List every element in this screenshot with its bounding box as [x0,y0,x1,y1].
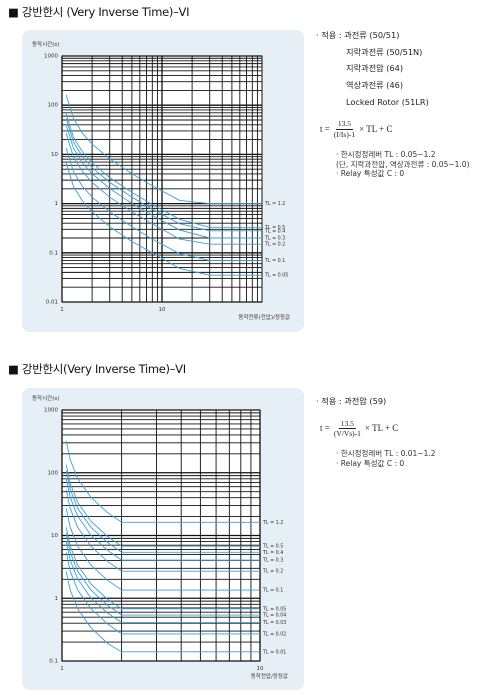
curve [65,489,260,572]
apply-item: Locked Rotor (51LR) [346,96,429,107]
curve [65,94,262,205]
y-tick-label: 10 [51,533,58,539]
section-title: ■ 강반한시 (Very Inverse Time)–VI [8,5,190,19]
curve-label: TL = 0.5 [262,544,283,550]
numerator: 13.5 [338,418,356,430]
title-text: 강반한시(Very Inverse Time)–VI [21,362,186,376]
apply-item: 지락과전압 (64) [346,63,404,74]
apply-text: · 적용 : 과전압 (59) [316,396,387,406]
x-axis-label: 동작전류(전압)/정정값 [238,313,290,321]
y-tick-label: 100 [48,470,59,476]
y-tick-label: 1 [55,596,59,602]
curve-label: TL = 0.2 [262,569,283,575]
x-tick-label: 10 [257,666,264,672]
curve [65,118,262,232]
y-tick-label: 0.1 [49,659,58,665]
curve [65,113,262,228]
curve-label: TL = 0.01 [262,649,286,655]
title-text: 강반한시 (Very Inverse Time)–VI [21,5,190,19]
curve-label: TL = 0.4 [262,550,283,556]
x-tick-label: 1 [60,307,64,313]
curve-label: TL = 1.2 [264,201,285,207]
notes: · 적용 : 과전압 (59) t = 13.5 (V/Vs)-1 × TL + C · … [316,396,436,469]
formula-lhs: t = [320,423,330,434]
curve [65,147,262,261]
curve-label: TL = 1.2 [262,520,283,526]
y-axis-label: 동작시간(s) [32,394,59,402]
curve [65,133,262,245]
y-tick-label: 0.01 [46,300,58,306]
curve-label: TL = 0.04 [262,613,286,619]
curve-label: TL = 0.1 [262,588,283,594]
curve [65,541,260,623]
curve [65,527,260,610]
curve-label: TL = 0.03 [262,620,286,626]
numerator: 13.5 [335,119,354,131]
y-tick-label: 100 [48,103,59,109]
fraction: 13.5 (I/Is)-1 [334,119,355,140]
curve-label: TL = 0.05 [264,273,288,279]
curve [65,552,260,635]
formula: t = 13.5 (V/Vs)-1 × TL + C [320,419,436,440]
note-item: · Relay 특성값 C : 0 [336,169,405,179]
denominator: (V/Vs)-1 [333,429,361,439]
curve [65,124,262,239]
formula-rhs: × TL + C [359,123,393,134]
curve-label: TL = 0.3 [264,235,285,241]
note-item: (단, 지락과전압, 역상과전류 : 0.05~1.0) [336,159,470,169]
curve-label: TL = 0.1 [264,258,285,264]
y-axis-label: 동작시간(s) [32,40,59,48]
y-tick-label: 1000 [44,54,58,60]
curve-label: TL = 0.02 [262,631,286,637]
curve-label: TL = 0.2 [264,242,285,248]
apply-item: 지락과전류 (50/51N) [346,46,423,57]
curve [65,464,260,547]
formula: t = 13.5 (I/Is)-1 × TL + C [320,119,470,140]
x-tick-label: 1 [60,666,64,672]
curve-label: TL = 0.05 [262,606,286,612]
curve [65,470,260,553]
y-tick-label: 1 [55,201,59,207]
notes: · 적용 : 과전류 (50/51) 지락과전류 (50/51N) 지락과전압 (6… [316,30,470,179]
denominator: (I/Is)-1 [333,130,356,140]
note-item: · 한시정정레버 TL : 0.01~1.2 [336,449,436,459]
y-tick-label: 1000 [44,408,58,414]
curve [65,533,260,616]
fraction: 13.5 (V/Vs)-1 [334,419,361,440]
curve [65,162,262,276]
apply-item: 역상과전류 (46) [346,79,404,90]
curve [65,440,260,523]
curve [65,508,260,591]
x-axis-label: 동작전압/정정값 [251,672,288,680]
plot-frame [61,409,261,662]
note-item: · Relay 특성값 C : 0 [336,458,405,468]
y-tick-label: 0.1 [49,250,58,256]
section-title: ■ 강반한시(Very Inverse Time)–VI [8,362,186,376]
curve [65,478,260,561]
curve-label: TL = 0.4 [264,228,285,234]
formula-lhs: t = [320,123,330,134]
curve [65,571,260,653]
note-item: · 한시정정레버 TL : 0.05~1.2 [336,149,436,159]
x-tick-label: 10 [159,307,166,313]
apply-text: · 적용 : 과전류 (50/51) [316,30,400,40]
y-tick-label: 10 [51,152,58,158]
curve-label: TL = 0.3 [262,558,283,564]
plot-frame [61,55,263,303]
formula-rhs: × TL + C [364,423,399,434]
curve-label: TL = 0.5 [264,225,285,231]
